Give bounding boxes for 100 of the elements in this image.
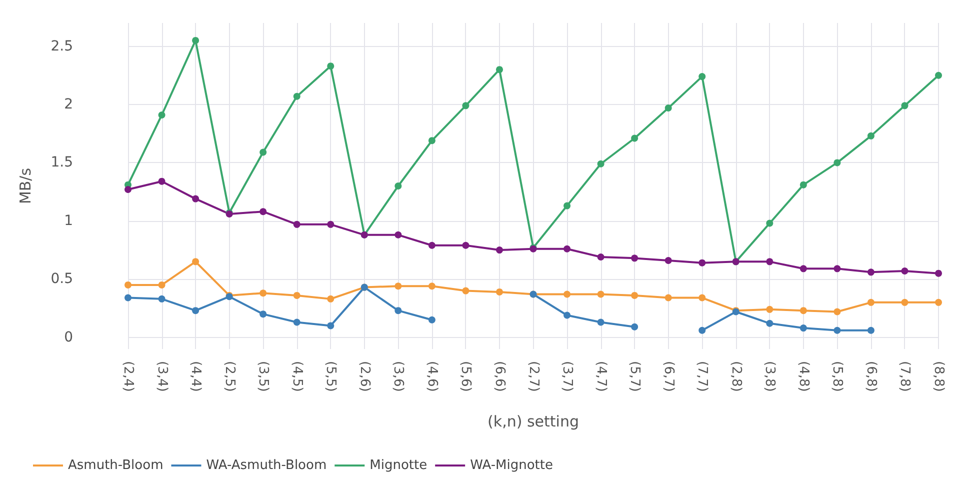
- point: [124, 294, 132, 302]
- x-tick-label: (8,8): [931, 361, 946, 392]
- point: [192, 36, 200, 44]
- point: [564, 312, 571, 319]
- point: [327, 62, 334, 70]
- point: [800, 181, 807, 188]
- point: [631, 134, 638, 142]
- y-tick-label: 1.5: [50, 154, 73, 171]
- x-tick-label: (2,7): [526, 361, 541, 392]
- point: [192, 195, 200, 202]
- point: [327, 322, 334, 330]
- x-tick-label: (5,8): [830, 361, 845, 392]
- point: [260, 290, 267, 297]
- point: [158, 281, 166, 288]
- point: [935, 298, 942, 306]
- point: [664, 104, 672, 112]
- x-axis-title: (k,n) setting: [488, 412, 579, 430]
- x-tick-label: (4,5): [289, 361, 304, 392]
- point: [462, 102, 470, 110]
- point: [260, 310, 267, 318]
- point: [158, 295, 166, 302]
- point: [564, 245, 571, 252]
- x-tick-label: (3,4): [154, 361, 170, 392]
- point: [867, 132, 874, 140]
- x-tick-label: (4,7): [593, 361, 608, 392]
- x-tick-label: (2,4): [120, 361, 136, 392]
- x-tick-label: (2,6): [356, 361, 372, 392]
- x-tick-label: (6,8): [863, 361, 878, 392]
- point: [867, 326, 874, 334]
- point: [834, 326, 841, 334]
- y-axis-title: MB/s: [16, 168, 34, 204]
- point: [428, 242, 436, 249]
- point: [597, 160, 604, 168]
- point: [394, 231, 402, 238]
- point: [293, 92, 300, 100]
- point: [698, 259, 706, 266]
- point: [935, 270, 942, 277]
- y-tick-label: 2: [64, 96, 73, 112]
- x-tick-label: (5,7): [627, 361, 642, 392]
- point: [631, 323, 638, 330]
- point: [698, 326, 706, 334]
- point: [260, 148, 267, 156]
- x-tick-label: (4,8): [796, 361, 811, 392]
- point: [496, 288, 503, 296]
- x-tick-label: (3,5): [256, 361, 271, 392]
- point: [394, 182, 402, 190]
- point: [834, 159, 841, 166]
- point: [597, 254, 604, 261]
- point: [124, 186, 132, 193]
- point: [834, 265, 841, 272]
- point: [935, 72, 942, 79]
- x-tick-label: (6,7): [660, 361, 676, 392]
- x-tick-label: (4,4): [188, 361, 204, 392]
- point: [496, 66, 503, 74]
- point: [766, 220, 774, 227]
- point: [698, 73, 706, 80]
- point: [597, 318, 604, 326]
- x-tick-label: (3,8): [762, 361, 778, 392]
- y-tick-label: 1: [64, 212, 73, 229]
- point: [664, 294, 672, 302]
- point: [766, 306, 774, 313]
- point: [800, 324, 807, 332]
- point: [327, 295, 334, 302]
- y-tick-label: 0.5: [50, 271, 73, 288]
- x-tick-label: (4,6): [424, 361, 440, 392]
- legend-label: Mignotte: [370, 458, 428, 473]
- x-tick-label: (2,8): [728, 361, 744, 392]
- x-tick-label: (5,6): [458, 361, 474, 392]
- point: [428, 282, 436, 290]
- point: [293, 318, 300, 326]
- point: [192, 307, 200, 314]
- point: [834, 308, 841, 316]
- x-tick-label: (6,6): [492, 361, 507, 392]
- point: [901, 267, 908, 274]
- x-tick-label: (3,6): [390, 361, 406, 392]
- x-tick-label: (2,5): [222, 361, 237, 392]
- point: [664, 257, 672, 264]
- point: [394, 282, 402, 290]
- point: [496, 246, 503, 254]
- y-tick-label: 2.5: [50, 38, 73, 54]
- x-tick-label: (5,5): [323, 361, 338, 392]
- point: [260, 208, 267, 216]
- point: [766, 258, 774, 266]
- point: [428, 137, 436, 144]
- point: [394, 307, 402, 314]
- point: [597, 290, 604, 298]
- point: [631, 292, 638, 299]
- point: [293, 292, 300, 299]
- point: [124, 281, 132, 288]
- point: [698, 294, 706, 302]
- point: [327, 220, 334, 228]
- point: [462, 287, 470, 294]
- point: [192, 258, 200, 266]
- point: [564, 290, 571, 298]
- point: [462, 242, 470, 249]
- point: [631, 254, 638, 262]
- point: [800, 265, 807, 272]
- x-tick-label: (3,7): [560, 361, 575, 392]
- point: [901, 298, 908, 306]
- y-tick-label: 0: [64, 329, 73, 346]
